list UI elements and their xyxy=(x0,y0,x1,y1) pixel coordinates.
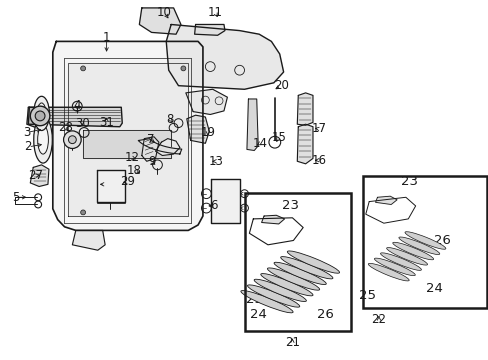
Text: 18: 18 xyxy=(127,165,142,177)
Text: 19: 19 xyxy=(200,126,215,139)
Polygon shape xyxy=(166,24,283,89)
Circle shape xyxy=(35,111,45,121)
Polygon shape xyxy=(27,107,46,128)
Ellipse shape xyxy=(38,125,48,154)
Polygon shape xyxy=(297,93,312,125)
Circle shape xyxy=(30,106,50,126)
Ellipse shape xyxy=(37,103,46,124)
Polygon shape xyxy=(72,230,105,250)
Polygon shape xyxy=(246,99,258,150)
Ellipse shape xyxy=(260,274,312,296)
Circle shape xyxy=(181,66,185,71)
Polygon shape xyxy=(139,8,181,34)
Ellipse shape xyxy=(380,253,421,270)
Polygon shape xyxy=(30,165,49,186)
Ellipse shape xyxy=(367,264,408,281)
Text: 25: 25 xyxy=(245,293,262,306)
Text: 29: 29 xyxy=(120,175,134,188)
Text: 13: 13 xyxy=(208,155,223,168)
Ellipse shape xyxy=(386,248,427,265)
Text: 17: 17 xyxy=(311,122,325,135)
Text: 24: 24 xyxy=(425,282,442,294)
Circle shape xyxy=(68,136,76,144)
Ellipse shape xyxy=(267,268,319,290)
Ellipse shape xyxy=(287,251,339,273)
Polygon shape xyxy=(68,63,188,216)
Text: 11: 11 xyxy=(207,6,222,19)
Polygon shape xyxy=(261,215,284,224)
Polygon shape xyxy=(83,130,171,158)
Circle shape xyxy=(81,66,85,71)
Text: 3: 3 xyxy=(23,126,31,139)
Text: 31: 31 xyxy=(99,116,114,129)
Polygon shape xyxy=(194,24,224,35)
Text: 4: 4 xyxy=(73,99,81,112)
Ellipse shape xyxy=(254,279,306,302)
Text: 24: 24 xyxy=(249,309,266,321)
Text: 5: 5 xyxy=(12,191,20,204)
Ellipse shape xyxy=(273,262,325,284)
Text: 26: 26 xyxy=(316,309,333,321)
Polygon shape xyxy=(297,124,312,164)
Text: 27: 27 xyxy=(28,169,42,182)
Polygon shape xyxy=(142,137,159,161)
Polygon shape xyxy=(53,41,203,230)
Ellipse shape xyxy=(392,242,433,260)
Circle shape xyxy=(81,210,85,215)
Text: 16: 16 xyxy=(311,154,325,167)
Text: 7: 7 xyxy=(146,133,154,146)
Text: 23: 23 xyxy=(282,199,299,212)
Text: 23: 23 xyxy=(401,175,417,188)
Text: 30: 30 xyxy=(75,117,89,130)
Ellipse shape xyxy=(34,116,52,163)
Text: 15: 15 xyxy=(271,131,285,144)
Ellipse shape xyxy=(241,291,292,313)
Text: 9: 9 xyxy=(147,155,155,168)
Ellipse shape xyxy=(404,232,445,249)
Polygon shape xyxy=(155,139,180,156)
Bar xyxy=(362,176,486,308)
Ellipse shape xyxy=(374,258,414,276)
Text: 6: 6 xyxy=(210,199,218,212)
Polygon shape xyxy=(186,115,209,143)
Circle shape xyxy=(63,131,81,148)
Polygon shape xyxy=(185,89,227,114)
Text: 22: 22 xyxy=(371,313,386,326)
Text: 8: 8 xyxy=(166,113,174,126)
Text: 28: 28 xyxy=(59,121,73,134)
Text: 10: 10 xyxy=(157,6,171,19)
Text: 21: 21 xyxy=(285,336,299,349)
Text: 20: 20 xyxy=(273,79,288,92)
Polygon shape xyxy=(138,139,182,154)
Polygon shape xyxy=(28,107,122,127)
Ellipse shape xyxy=(247,285,299,307)
Ellipse shape xyxy=(280,257,332,279)
Bar xyxy=(245,193,350,331)
Text: 2: 2 xyxy=(24,140,32,153)
Ellipse shape xyxy=(34,96,49,130)
Text: 26: 26 xyxy=(433,234,450,247)
Polygon shape xyxy=(211,179,239,223)
Polygon shape xyxy=(375,196,396,204)
Ellipse shape xyxy=(398,237,439,255)
Text: 1: 1 xyxy=(102,31,110,44)
Text: 25: 25 xyxy=(359,289,375,302)
Polygon shape xyxy=(97,170,124,202)
Text: 14: 14 xyxy=(252,137,267,150)
Text: 12: 12 xyxy=(124,151,139,164)
